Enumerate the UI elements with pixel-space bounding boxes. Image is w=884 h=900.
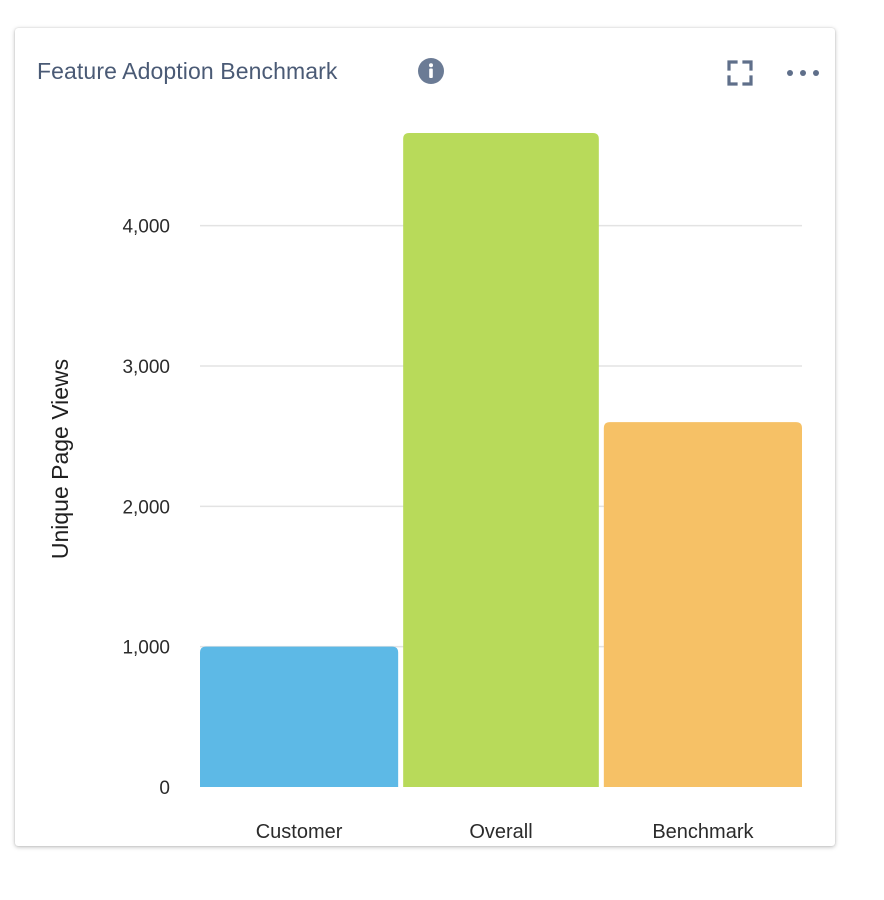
bar-benchmark [603, 422, 802, 787]
bar-customer [200, 646, 399, 787]
x-tick-label: Customer [256, 821, 343, 843]
card-header: Feature Adoption Benchmark [15, 28, 835, 114]
y-tick-label: 0 [159, 778, 170, 799]
bar-overall [403, 133, 599, 787]
x-tick-label: Overall [469, 821, 532, 843]
y-tick-label: 1,000 [122, 638, 170, 659]
chart-title: Feature Adoption Benchmark [37, 58, 338, 84]
y-tick-label: 4,000 [122, 217, 170, 238]
more-horizontal-icon[interactable] [785, 64, 821, 82]
y-tick-label: 2,000 [122, 497, 170, 518]
y-tick-label: 3,000 [122, 357, 170, 378]
info-circle-icon[interactable] [418, 58, 444, 84]
x-tick-label: Benchmark [652, 821, 754, 843]
y-axis-title: Unique Page Views [47, 359, 73, 559]
expand-icon[interactable] [725, 58, 755, 88]
